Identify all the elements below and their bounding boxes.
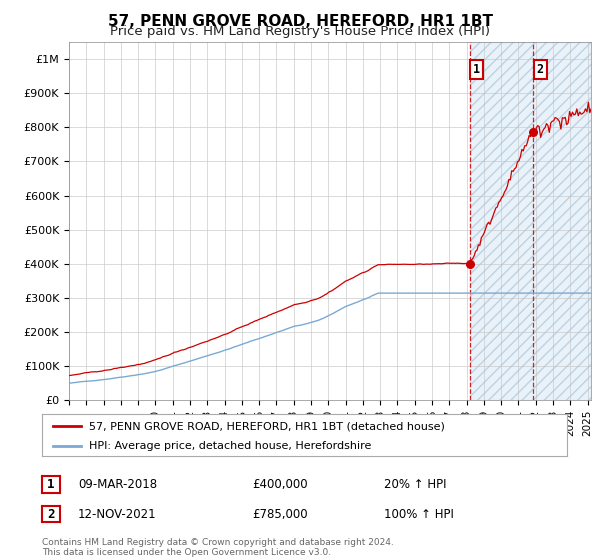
Text: 2: 2 [47,507,55,521]
Text: 57, PENN GROVE ROAD, HEREFORD, HR1 1BT (detached house): 57, PENN GROVE ROAD, HEREFORD, HR1 1BT (… [89,421,445,431]
Text: 09-MAR-2018: 09-MAR-2018 [78,478,157,491]
Text: 100% ↑ HPI: 100% ↑ HPI [384,507,454,521]
Text: 1: 1 [47,478,55,491]
Bar [470,42,591,400]
Text: 1: 1 [473,63,481,76]
Text: 20% ↑ HPI: 20% ↑ HPI [384,478,446,491]
Text: 57, PENN GROVE ROAD, HEREFORD, HR1 1BT: 57, PENN GROVE ROAD, HEREFORD, HR1 1BT [107,14,493,29]
Bar [470,42,591,400]
Text: Price paid vs. HM Land Registry's House Price Index (HPI): Price paid vs. HM Land Registry's House … [110,25,490,38]
Text: Contains HM Land Registry data © Crown copyright and database right 2024.
This d: Contains HM Land Registry data © Crown c… [42,538,394,557]
Text: 12-NOV-2021: 12-NOV-2021 [78,507,157,521]
Text: 2: 2 [537,63,544,76]
Text: £785,000: £785,000 [252,507,308,521]
Text: HPI: Average price, detached house, Herefordshire: HPI: Average price, detached house, Here… [89,441,371,451]
Text: £400,000: £400,000 [252,478,308,491]
